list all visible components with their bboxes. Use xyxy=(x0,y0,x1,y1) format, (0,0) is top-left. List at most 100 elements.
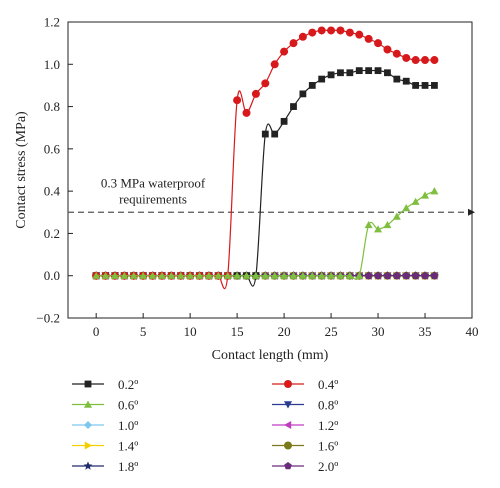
data-point xyxy=(430,187,439,195)
data-point xyxy=(402,77,410,85)
y-tick-label: 0.6 xyxy=(44,141,61,156)
data-point xyxy=(374,39,383,48)
data-point xyxy=(270,271,279,279)
data-point xyxy=(270,60,279,69)
data-point xyxy=(101,271,110,279)
data-point xyxy=(430,271,439,279)
data-point xyxy=(364,220,373,229)
data-point xyxy=(251,89,260,98)
y-tick-label: −0.2 xyxy=(36,311,60,326)
legend-label: 0.8º xyxy=(318,398,338,413)
data-point xyxy=(317,26,326,35)
data-point xyxy=(355,271,364,279)
data-point xyxy=(157,271,166,279)
x-tick-label: 5 xyxy=(140,324,147,339)
x-tick-label: 35 xyxy=(419,324,432,339)
data-point xyxy=(214,271,223,279)
legend-marker xyxy=(284,421,292,429)
data-point xyxy=(280,117,288,125)
data-point xyxy=(364,34,373,43)
legend-label: 1.6º xyxy=(318,439,338,454)
legend-item: 1.6º xyxy=(272,439,338,454)
data-point xyxy=(411,271,420,279)
data-point xyxy=(383,45,392,54)
data-point xyxy=(392,49,401,58)
data-point xyxy=(392,212,401,220)
data-point xyxy=(261,130,269,138)
x-tick-label: 40 xyxy=(466,324,479,339)
data-point xyxy=(271,130,279,138)
legend-item: 1.4º xyxy=(72,439,138,454)
y-axis-title: Contact stress (MPa) xyxy=(14,111,29,229)
data-point xyxy=(374,225,383,233)
data-point xyxy=(120,271,129,279)
data-point xyxy=(384,69,391,77)
data-point xyxy=(327,271,336,279)
legend-label: 2.0º xyxy=(318,459,338,474)
legend-marker xyxy=(84,441,92,450)
y-tick-label: 0.0 xyxy=(44,268,60,283)
data-point xyxy=(336,271,345,279)
reference-arrow-head xyxy=(468,208,475,216)
data-point xyxy=(195,271,204,279)
data-point xyxy=(176,271,185,279)
legend-label: 1.2º xyxy=(318,418,338,433)
plot-frame xyxy=(67,21,473,319)
data-point xyxy=(223,271,232,279)
x-tick-label: 15 xyxy=(231,324,244,339)
y-tick-label: 0.4 xyxy=(44,184,61,199)
legend-marker xyxy=(84,421,92,429)
data-point xyxy=(365,67,373,75)
data-point xyxy=(148,271,157,279)
series-layer xyxy=(91,26,439,290)
y-tick-label: 0.2 xyxy=(44,226,60,241)
data-point xyxy=(233,271,242,279)
data-point xyxy=(337,69,344,77)
legend-item: 0.4º xyxy=(272,377,338,392)
data-point xyxy=(280,47,289,56)
data-point xyxy=(364,271,373,279)
data-point xyxy=(289,39,298,48)
data-point xyxy=(336,26,345,35)
data-point xyxy=(242,271,251,279)
legend-marker xyxy=(84,380,92,388)
data-point xyxy=(299,90,307,98)
x-tick-label: 25 xyxy=(325,324,338,339)
legend-marker xyxy=(284,401,292,409)
y-tick-label: 1.0 xyxy=(44,57,60,72)
data-point xyxy=(186,271,195,279)
data-point xyxy=(129,271,138,279)
plot-border xyxy=(67,21,473,319)
legend-marker xyxy=(83,461,93,470)
data-point xyxy=(383,220,392,229)
data-point xyxy=(421,56,430,65)
data-point xyxy=(355,67,363,75)
data-point xyxy=(290,103,297,110)
x-tick-label: 10 xyxy=(184,324,197,339)
data-point xyxy=(431,82,438,89)
data-point xyxy=(92,271,101,279)
data-point xyxy=(345,271,354,279)
data-point xyxy=(261,271,270,279)
legend-label: 0.6º xyxy=(118,398,138,413)
data-point xyxy=(411,197,420,205)
data-point xyxy=(242,108,251,117)
data-point xyxy=(402,204,411,212)
legend-marker xyxy=(284,441,292,450)
legend-item: 0.2º xyxy=(72,377,138,392)
data-point xyxy=(318,75,326,83)
legend-item: 1.0º xyxy=(72,418,138,433)
data-point xyxy=(411,56,420,65)
legend-marker xyxy=(84,400,92,408)
legend: 0.2º 0.4º 0.6º 0.8º 1.0º 1.2º 1.4º 1.6º 1.8º 2.0º xyxy=(72,377,338,474)
data-point xyxy=(289,271,298,279)
y-tick-label: 0.8 xyxy=(44,99,60,114)
axes-layer: 0 5 10 15 20 25 30 35 40 −0.2 0.0 0.2 0.4 0.6 0.8 1.0 1.… xyxy=(36,15,478,340)
reference-label-line1: 0.3 MPa waterproof xyxy=(101,175,206,190)
data-point xyxy=(327,26,336,35)
legend-label: 1.4º xyxy=(118,439,138,454)
data-point xyxy=(374,271,382,279)
data-point xyxy=(346,69,354,77)
legend-label: 0.2º xyxy=(118,377,138,392)
